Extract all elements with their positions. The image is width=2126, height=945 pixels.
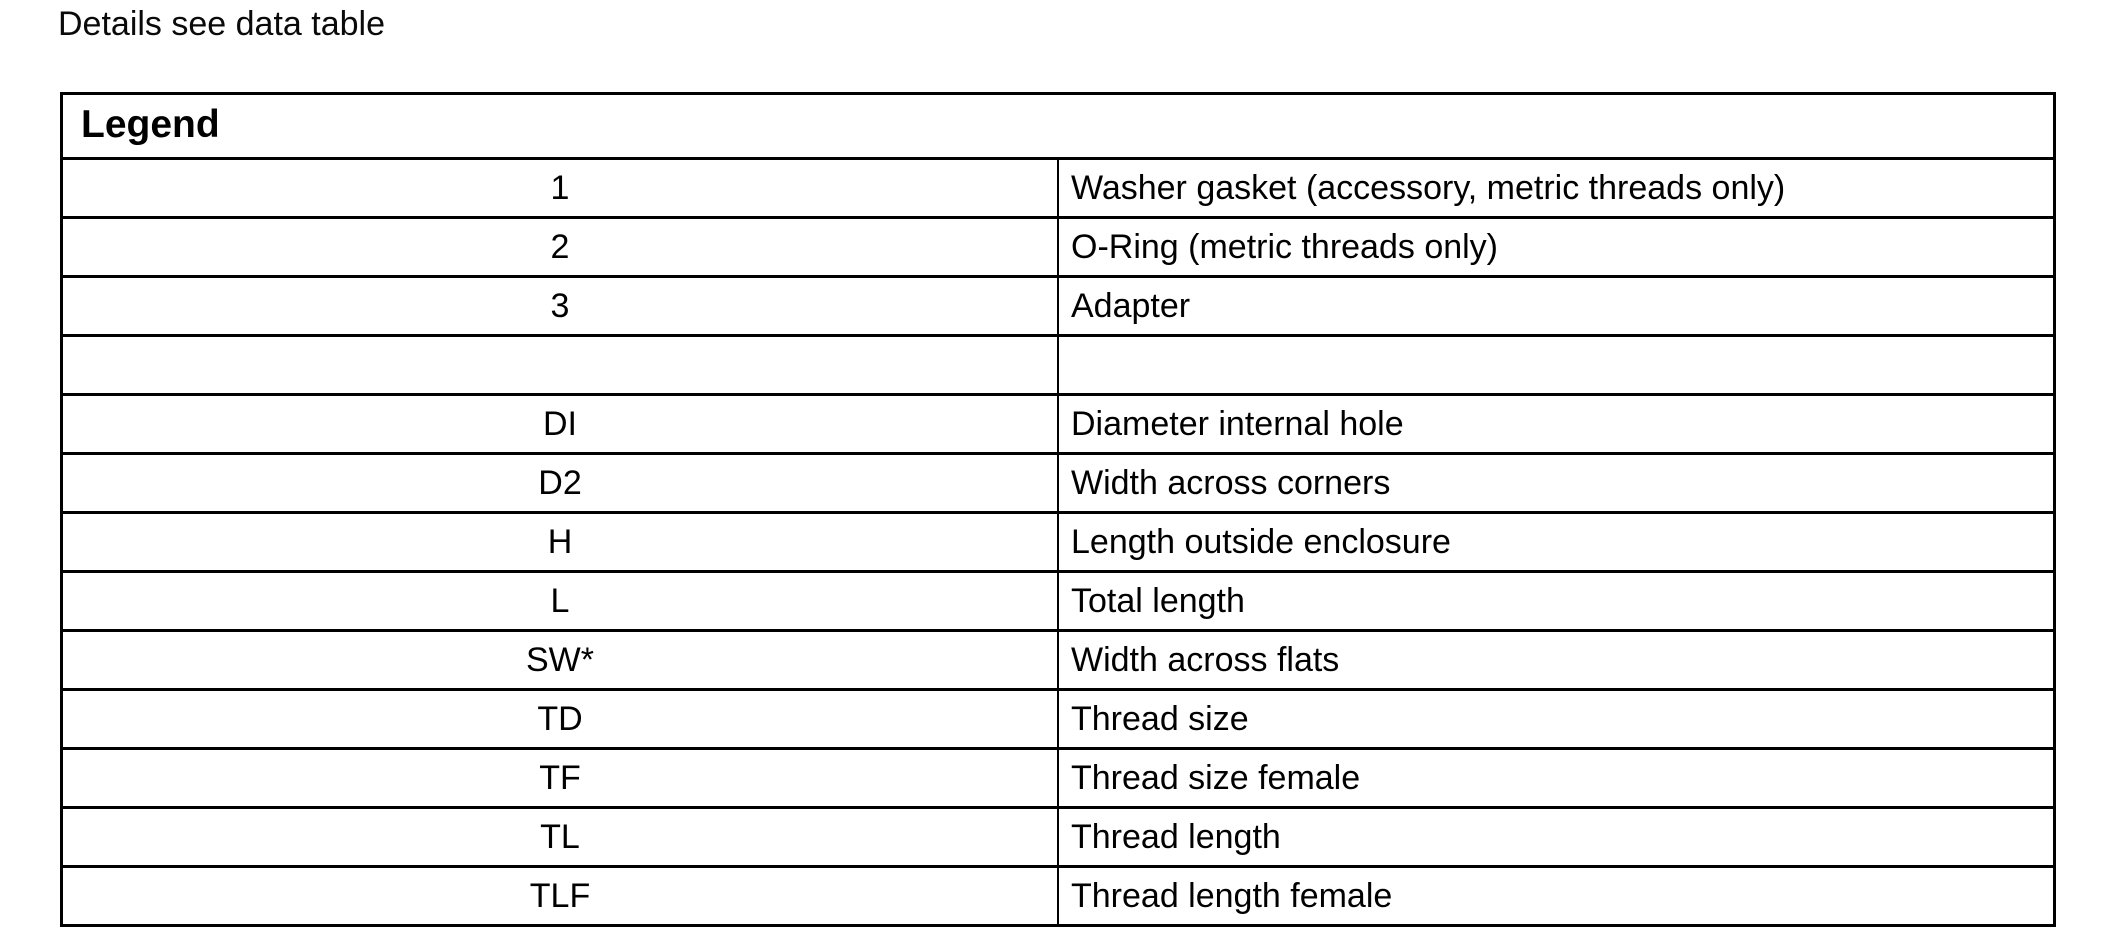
legend-key-cell: DI — [60, 393, 1059, 455]
legend-key-cell: TD — [60, 688, 1059, 750]
legend-key-cell — [60, 334, 1059, 396]
legend-key-cell: TF — [60, 747, 1059, 809]
table-row: DI Diameter internal hole — [60, 393, 2056, 455]
legend-key-cell: 1 — [60, 157, 1059, 219]
table-row: 1 Washer gasket (accessory, metric threa… — [60, 157, 2056, 219]
legend-description-cell: Diameter internal hole — [1057, 393, 2056, 455]
table-row: H Length outside enclosure — [60, 511, 2056, 573]
table-row: 3 Adapter — [60, 275, 2056, 337]
legend-key-cell: L — [60, 570, 1059, 632]
legend-table: Legend 1 Washer gasket (accessory, metri… — [60, 92, 2056, 927]
legend-description-cell: Total length — [1057, 570, 2056, 632]
table-row: TL Thread length — [60, 806, 2056, 868]
legend-key-cell: SW* — [60, 629, 1059, 691]
table-row: TLF Thread length female — [60, 865, 2056, 927]
legend-key-cell: D2 — [60, 452, 1059, 514]
legend-key-cell: H — [60, 511, 1059, 573]
legend-table-header: Legend — [60, 92, 2056, 160]
legend-title-row: Legend — [60, 92, 2056, 160]
legend-description-cell: Washer gasket (accessory, metric threads… — [1057, 157, 2056, 219]
legend-key-cell: TLF — [60, 865, 1059, 927]
table-row — [60, 334, 2056, 396]
legend-description-cell: Thread size — [1057, 688, 2056, 750]
legend-description-cell: Length outside enclosure — [1057, 511, 2056, 573]
table-row: L Total length — [60, 570, 2056, 632]
legend-title: Legend — [60, 92, 2056, 160]
legend-description-cell: Thread size female — [1057, 747, 2056, 809]
table-row: SW* Width across flats — [60, 629, 2056, 691]
legend-description-cell: Width across corners — [1057, 452, 2056, 514]
legend-description-cell — [1057, 334, 2056, 396]
legend-description-cell: Adapter — [1057, 275, 2056, 337]
legend-description-cell: Thread length female — [1057, 865, 2056, 927]
table-row: 2 O-Ring (metric threads only) — [60, 216, 2056, 278]
legend-description-cell: Width across flats — [1057, 629, 2056, 691]
table-row: TF Thread size female — [60, 747, 2056, 809]
legend-key-cell: TL — [60, 806, 1059, 868]
legend-description-cell: O-Ring (metric threads only) — [1057, 216, 2056, 278]
legend-description-cell: Thread length — [1057, 806, 2056, 868]
legend-key-cell: 3 — [60, 275, 1059, 337]
legend-key-cell: 2 — [60, 216, 1059, 278]
table-row: D2 Width across corners — [60, 452, 2056, 514]
legend-table-body: 1 Washer gasket (accessory, metric threa… — [60, 157, 2056, 927]
table-row: TD Thread size — [60, 688, 2056, 750]
details-note: Details see data table — [58, 5, 385, 43]
